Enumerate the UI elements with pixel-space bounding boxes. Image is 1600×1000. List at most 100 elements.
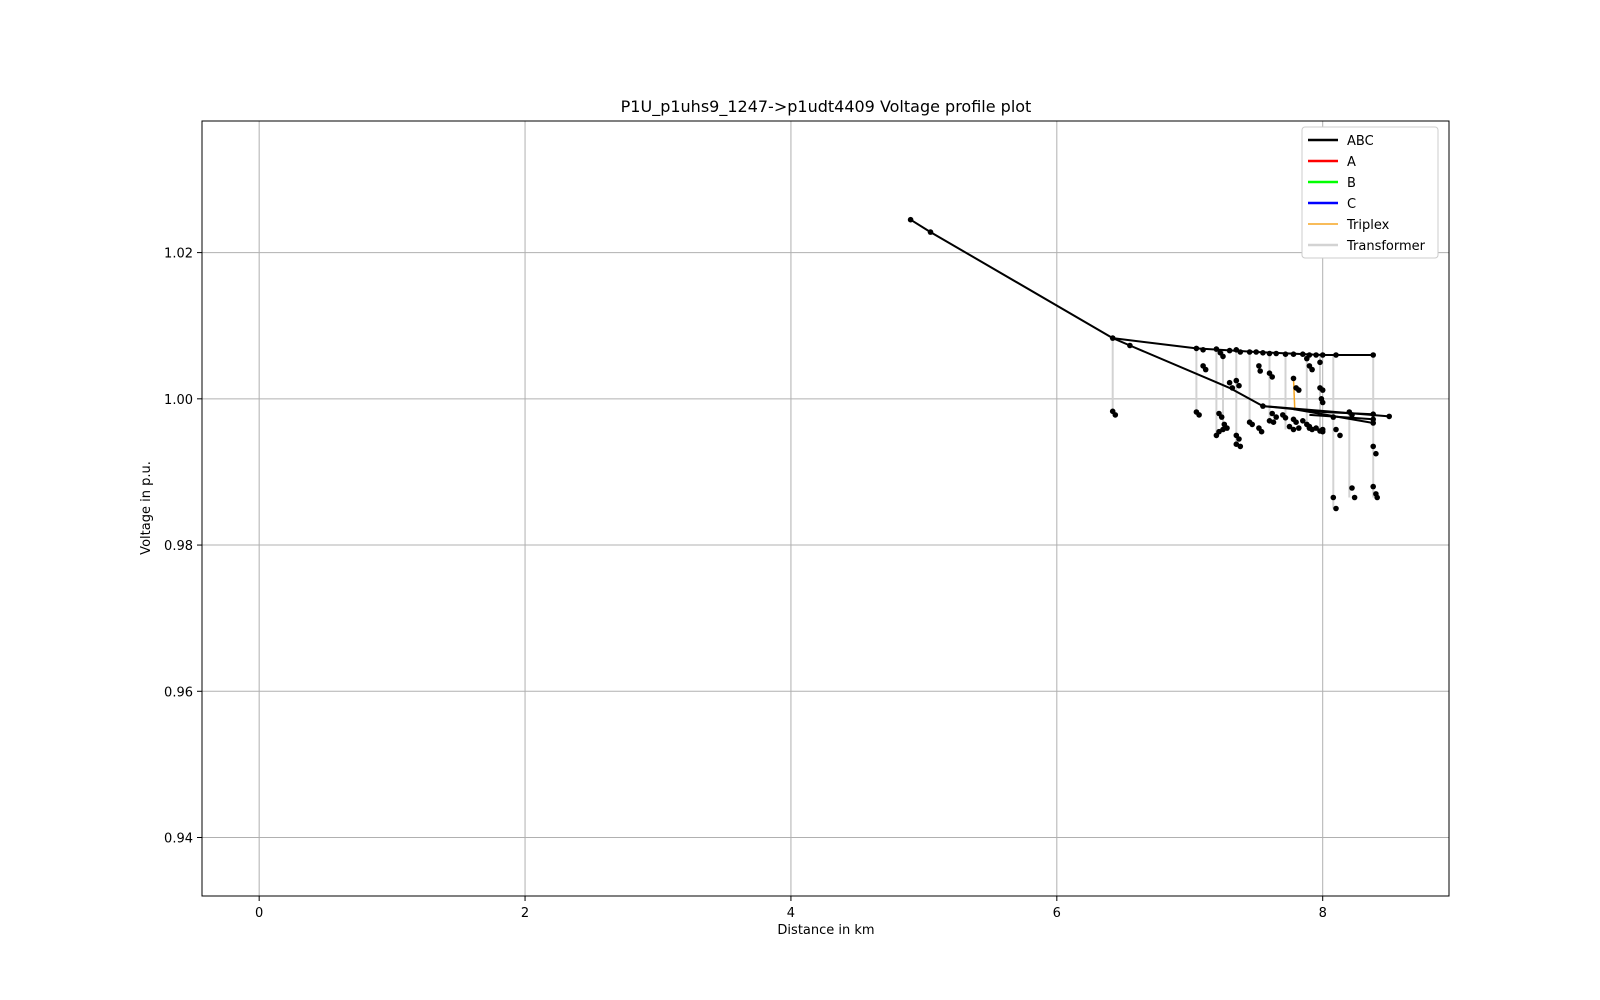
node-point	[1258, 428, 1265, 435]
y-axis-label: Voltage in p.u.	[139, 461, 154, 555]
x-axis-ticks: 0 2 4 6 8	[255, 896, 1327, 921]
node-point	[1237, 349, 1244, 355]
node-point	[1260, 350, 1266, 356]
node-point	[1229, 385, 1236, 391]
node-point	[1290, 375, 1297, 382]
legend-label: Transformer	[1346, 239, 1426, 254]
node-point	[1293, 419, 1299, 426]
node-point	[1370, 352, 1376, 358]
node-point	[1313, 352, 1319, 358]
node-point	[1319, 387, 1326, 393]
node-point	[1249, 421, 1255, 428]
node-point	[1309, 366, 1315, 373]
node-point	[1370, 443, 1376, 450]
node-point	[1286, 423, 1293, 430]
legend-label: Triplex	[1346, 218, 1390, 233]
node-point	[1200, 347, 1206, 353]
node-point	[1233, 377, 1240, 384]
node-point	[1282, 351, 1289, 358]
plot-area-frame	[201, 120, 1450, 897]
node-point	[1351, 494, 1358, 501]
node-point	[1213, 432, 1220, 439]
node-point	[1300, 418, 1306, 424]
node-point	[1193, 345, 1200, 352]
y-tick-label: 0.96	[164, 685, 193, 700]
triplex-lines	[1292, 378, 1296, 410]
node-point	[1269, 410, 1275, 417]
node-point	[1270, 419, 1277, 426]
node-point	[1296, 387, 1302, 393]
x-tick-label: 2	[521, 906, 529, 921]
node-point	[1333, 352, 1339, 358]
node-point	[1236, 436, 1242, 442]
node-point	[1127, 342, 1133, 349]
node-point	[1269, 374, 1275, 380]
node-points	[907, 216, 1392, 512]
x-axis-label: Distance in km	[777, 923, 874, 938]
node-point	[1260, 403, 1266, 409]
x-tick-label: 6	[1053, 906, 1061, 921]
node-point	[1333, 505, 1339, 512]
node-point	[1304, 355, 1310, 362]
abc-line	[1309, 413, 1374, 421]
legend-label: ABC	[1347, 134, 1374, 149]
node-point	[1196, 412, 1202, 418]
node-point	[1226, 347, 1233, 354]
node-point	[1237, 443, 1244, 450]
chart-title: P1U_p1uhs9_1247->p1udt4409 Voltage profi…	[621, 97, 1032, 117]
node-point	[1319, 352, 1326, 358]
abc-line	[1262, 405, 1390, 418]
node-point	[907, 216, 914, 223]
node-point	[1317, 359, 1323, 366]
node-point	[1374, 494, 1380, 501]
node-point	[1330, 494, 1337, 501]
node-point	[1253, 349, 1259, 355]
triplex-line	[1292, 378, 1296, 410]
node-point	[1246, 349, 1253, 355]
node-point	[1300, 351, 1306, 358]
node-point	[1202, 366, 1209, 373]
node-point	[1370, 483, 1376, 490]
legend: ABC ABC Triplex Transformer	[1301, 126, 1439, 259]
node-point	[1370, 411, 1376, 418]
node-point	[1266, 350, 1273, 357]
y-tick-label: 1.00	[164, 393, 193, 408]
node-point	[1109, 335, 1116, 341]
y-axis-ticks: 0.94 0.96 0.98 1.00 1.02	[164, 247, 202, 847]
node-point	[1370, 420, 1376, 426]
node-point	[1290, 351, 1297, 358]
node-point	[1319, 399, 1326, 406]
node-point	[1218, 414, 1225, 420]
node-point	[1273, 414, 1279, 420]
x-tick-label: 8	[1319, 906, 1327, 921]
transformer-lines	[1111, 338, 1375, 509]
node-point	[1296, 425, 1302, 431]
node-point	[1213, 346, 1220, 352]
node-point	[1333, 426, 1339, 433]
x-tick-label: 4	[787, 906, 795, 921]
node-point	[1373, 450, 1379, 457]
legend-label: B	[1347, 176, 1356, 191]
node-point	[1290, 426, 1297, 433]
node-point	[1226, 379, 1233, 386]
grid-lines	[202, 121, 1449, 896]
y-tick-label: 0.94	[164, 832, 193, 847]
node-point	[1330, 414, 1337, 420]
y-tick-label: 1.02	[164, 247, 193, 262]
node-point	[1319, 428, 1326, 435]
node-point	[1257, 368, 1263, 374]
node-point	[1256, 363, 1262, 369]
node-point	[927, 229, 934, 235]
node-point	[1386, 413, 1392, 420]
node-point	[1236, 382, 1242, 389]
node-point	[1349, 412, 1355, 418]
x-tick-label: 0	[255, 906, 263, 921]
node-point	[1112, 412, 1119, 418]
node-point	[1349, 485, 1355, 491]
legend-label: C	[1347, 197, 1356, 212]
node-point	[1273, 350, 1279, 357]
node-point	[1220, 353, 1226, 360]
y-tick-label: 0.98	[164, 539, 193, 554]
legend-label: A	[1347, 155, 1356, 170]
